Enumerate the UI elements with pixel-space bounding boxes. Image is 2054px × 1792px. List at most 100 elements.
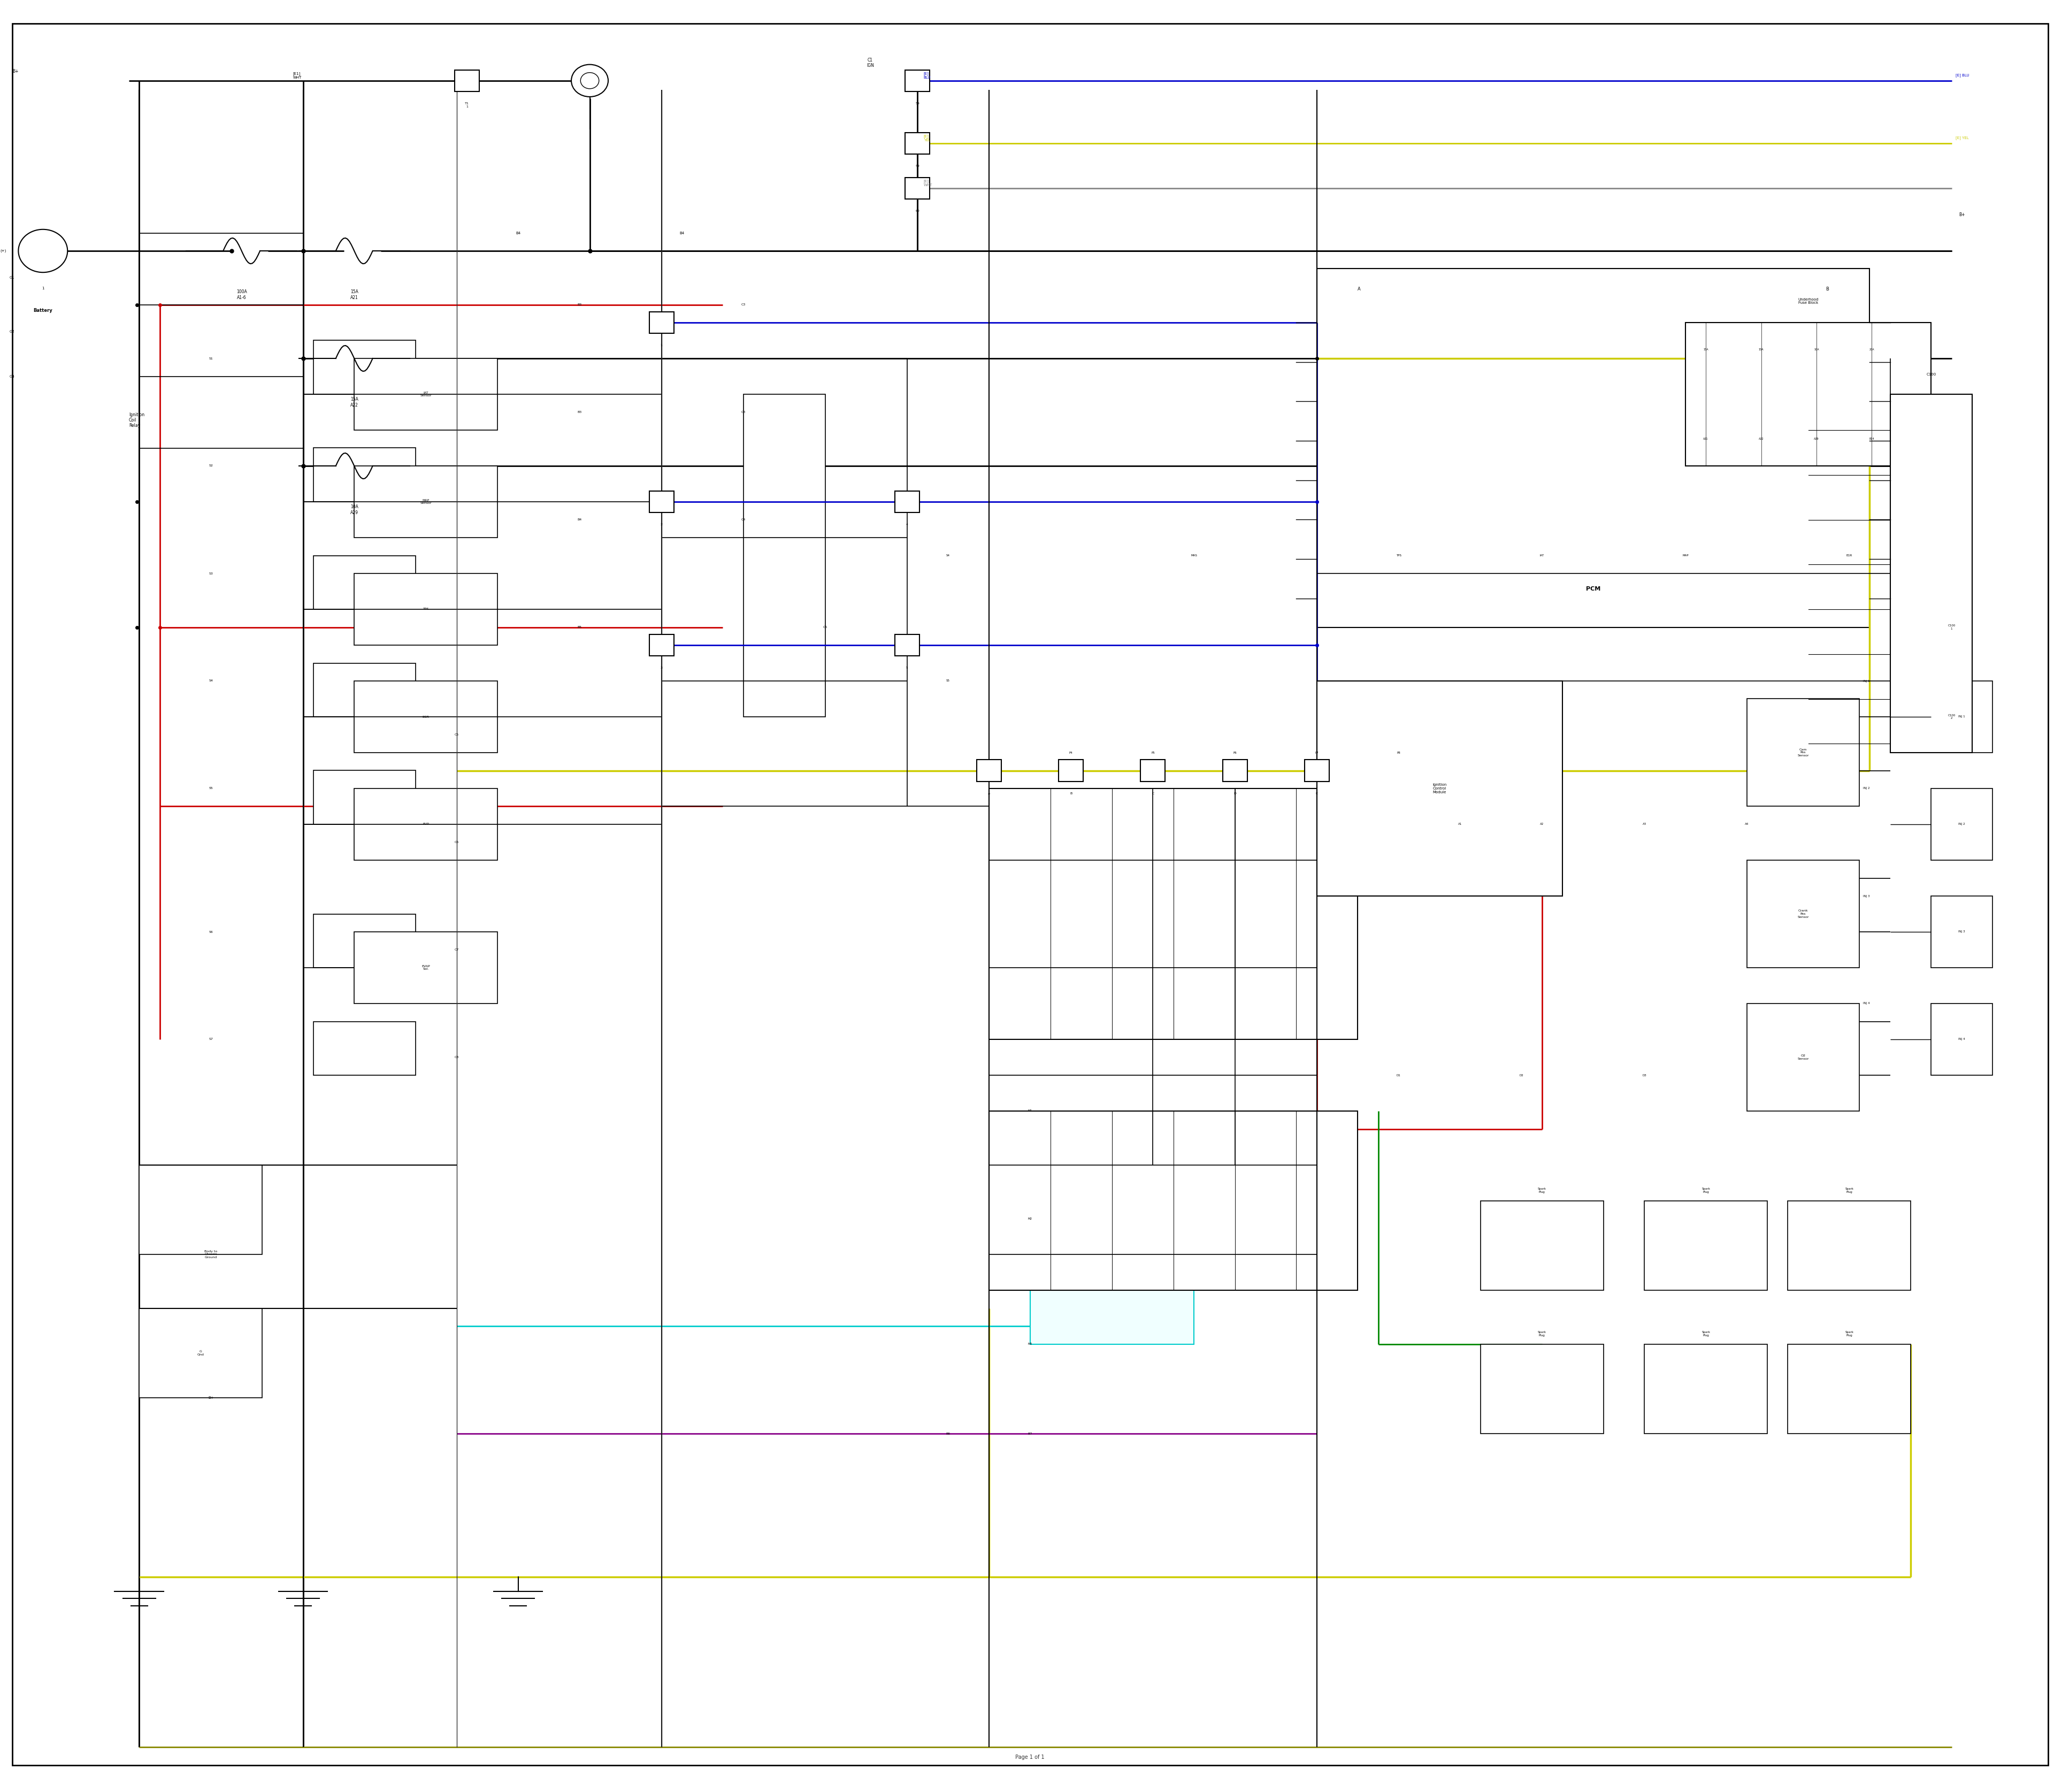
Text: D1: D1 <box>1397 1073 1401 1077</box>
Text: 10A: 10A <box>1814 348 1820 351</box>
Bar <box>744 394 826 717</box>
Text: INJ 2: INJ 2 <box>1957 823 1966 826</box>
Text: MAP
Sensor: MAP Sensor <box>421 498 431 505</box>
Text: C3: C3 <box>741 303 746 306</box>
Text: C6: C6 <box>454 840 458 844</box>
Text: M1: M1 <box>1027 1109 1033 1113</box>
Text: 15A
A21: 15A A21 <box>351 290 357 299</box>
Bar <box>1317 681 1563 896</box>
Bar <box>353 681 497 753</box>
Bar <box>314 771 415 824</box>
Text: D: D <box>1234 792 1237 794</box>
Text: EGR: EGR <box>423 715 429 719</box>
Text: B4: B4 <box>680 231 684 235</box>
Text: INJ 4: INJ 4 <box>1957 1038 1966 1041</box>
Text: 59: 59 <box>916 165 920 167</box>
Text: 10A
A29: 10A A29 <box>351 505 357 514</box>
Text: 20A: 20A <box>1869 348 1875 351</box>
Text: S6: S6 <box>210 930 214 934</box>
Text: MAS: MAS <box>1191 554 1197 557</box>
Text: C1
IGN: C1 IGN <box>867 57 875 68</box>
Text: 15A
A22: 15A A22 <box>351 398 357 407</box>
Bar <box>1140 760 1165 781</box>
Text: B4: B4 <box>516 231 520 235</box>
Text: G4: G4 <box>10 375 14 378</box>
Text: B7: B7 <box>1027 1432 1033 1435</box>
Bar <box>1787 1344 1910 1434</box>
Text: A21: A21 <box>1703 437 1709 441</box>
Text: C3: C3 <box>741 410 746 414</box>
Text: 3: 3 <box>659 667 663 668</box>
Text: C100: C100 <box>1927 373 1937 376</box>
Bar <box>649 634 674 656</box>
Text: B6: B6 <box>947 1432 951 1435</box>
Bar <box>314 448 415 502</box>
Text: 1: 1 <box>41 287 43 290</box>
Text: 4: 4 <box>906 523 908 525</box>
Text: S1: S1 <box>210 357 214 360</box>
Text: TPS: TPS <box>423 607 429 611</box>
Text: S3: S3 <box>210 572 214 575</box>
Text: INJ 4: INJ 4 <box>1863 1002 1869 1005</box>
Text: M2: M2 <box>1027 1217 1033 1220</box>
Bar <box>1645 1201 1766 1290</box>
Text: 15A: 15A <box>1703 348 1709 351</box>
Bar <box>1931 1004 1992 1075</box>
Bar <box>314 914 415 968</box>
Text: INJ 3: INJ 3 <box>1957 930 1966 934</box>
Text: [E]
YEL: [E] YEL <box>924 134 930 142</box>
Text: B+: B+ <box>1960 213 1966 217</box>
Circle shape <box>18 229 68 272</box>
Text: Spark
Plug: Spark Plug <box>1701 1331 1711 1337</box>
Text: P7: P7 <box>1315 751 1319 754</box>
Text: C: C <box>1152 792 1154 794</box>
Text: C5: C5 <box>824 625 828 629</box>
Bar <box>314 556 415 609</box>
Text: Spark
Plug: Spark Plug <box>1844 1331 1853 1337</box>
Text: M3: M3 <box>1027 1342 1033 1346</box>
Text: G1: G1 <box>10 276 14 280</box>
Text: 2: 2 <box>659 523 663 525</box>
Text: A: A <box>1358 287 1362 292</box>
Bar <box>1746 860 1859 968</box>
Text: Spark
Plug: Spark Plug <box>1538 1188 1547 1193</box>
Text: IAT: IAT <box>1540 554 1545 557</box>
Text: S2: S2 <box>210 464 214 468</box>
Text: C7: C7 <box>454 948 458 952</box>
Text: 100A
A1-6: 100A A1-6 <box>236 290 246 299</box>
Text: S5: S5 <box>210 787 214 790</box>
Text: E: E <box>1317 792 1319 794</box>
Bar <box>353 466 497 538</box>
Text: C5: C5 <box>454 733 458 737</box>
Text: B3: B3 <box>577 303 581 306</box>
Bar <box>353 932 497 1004</box>
Text: B14: B14 <box>1869 437 1875 441</box>
Text: A4: A4 <box>1746 823 1748 826</box>
Text: G2: G2 <box>10 330 14 333</box>
Text: A29: A29 <box>1814 437 1820 441</box>
Text: T1
1: T1 1 <box>464 102 468 108</box>
Text: A22: A22 <box>1758 437 1764 441</box>
Bar <box>978 760 1002 781</box>
Circle shape <box>581 73 600 90</box>
Text: D2: D2 <box>1520 1073 1524 1077</box>
Text: 1: 1 <box>661 344 663 346</box>
Text: 59: 59 <box>916 102 920 104</box>
Text: A: A <box>988 792 990 794</box>
Text: C100
2: C100 2 <box>1947 713 1955 720</box>
Text: B: B <box>1070 792 1072 794</box>
Text: B: B <box>1826 287 1828 292</box>
Text: A1: A1 <box>1458 823 1462 826</box>
Text: Underhood
Fuse Block: Underhood Fuse Block <box>1797 297 1818 305</box>
Text: Spark
Plug: Spark Plug <box>1844 1188 1853 1193</box>
Text: P8: P8 <box>1397 751 1401 754</box>
Text: P5: P5 <box>1150 751 1154 754</box>
Bar <box>140 1308 263 1398</box>
Text: S5: S5 <box>947 679 951 683</box>
Text: P4: P4 <box>1070 751 1072 754</box>
Text: 15A: 15A <box>1758 348 1764 351</box>
Text: [E] BLU: [E] BLU <box>1955 73 1970 77</box>
Bar <box>454 70 479 91</box>
Text: S7: S7 <box>210 1038 214 1041</box>
Text: PCM: PCM <box>1586 586 1600 591</box>
